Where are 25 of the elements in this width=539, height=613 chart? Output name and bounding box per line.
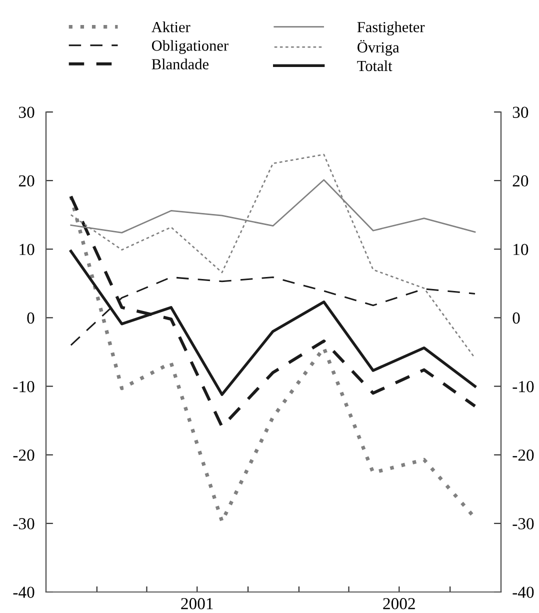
x-tick-label: 2001 <box>181 598 213 610</box>
x-tick-label: 2002 <box>383 598 415 610</box>
y-tick-label: -10 <box>13 380 34 392</box>
y-tick-label: -20 <box>13 450 34 461</box>
y2-tick-label: -30 <box>512 518 534 530</box>
legend-label: Totalt <box>357 60 392 72</box>
y-tick-label: 30 <box>19 106 34 118</box>
y2-tick-label: 10 <box>514 244 528 256</box>
y2-tick-label: -20 <box>512 450 534 461</box>
y-tick-label: -30 <box>13 518 34 530</box>
line-series <box>69 194 477 428</box>
legend-label: Aktier <box>152 22 190 32</box>
y2-tick-label: -40 <box>512 586 534 598</box>
y-tick-label: 10 <box>20 244 34 256</box>
y2-tick-label: 0 <box>512 312 520 324</box>
y2-tick-label: -10 <box>512 380 534 392</box>
y-tick-label: 0 <box>27 312 34 324</box>
y2-tick-label: 30 <box>512 106 528 118</box>
legend-label: Fastigheter <box>357 22 425 36</box>
legend-label: Blandade <box>152 58 209 70</box>
y2-tick-label: 20 <box>512 175 528 187</box>
y-tick-label: 20 <box>18 175 34 187</box>
legend-label: Obligationer <box>152 40 228 54</box>
legend-label: Övriga <box>358 40 400 56</box>
y-tick-label: -40 <box>13 586 34 598</box>
